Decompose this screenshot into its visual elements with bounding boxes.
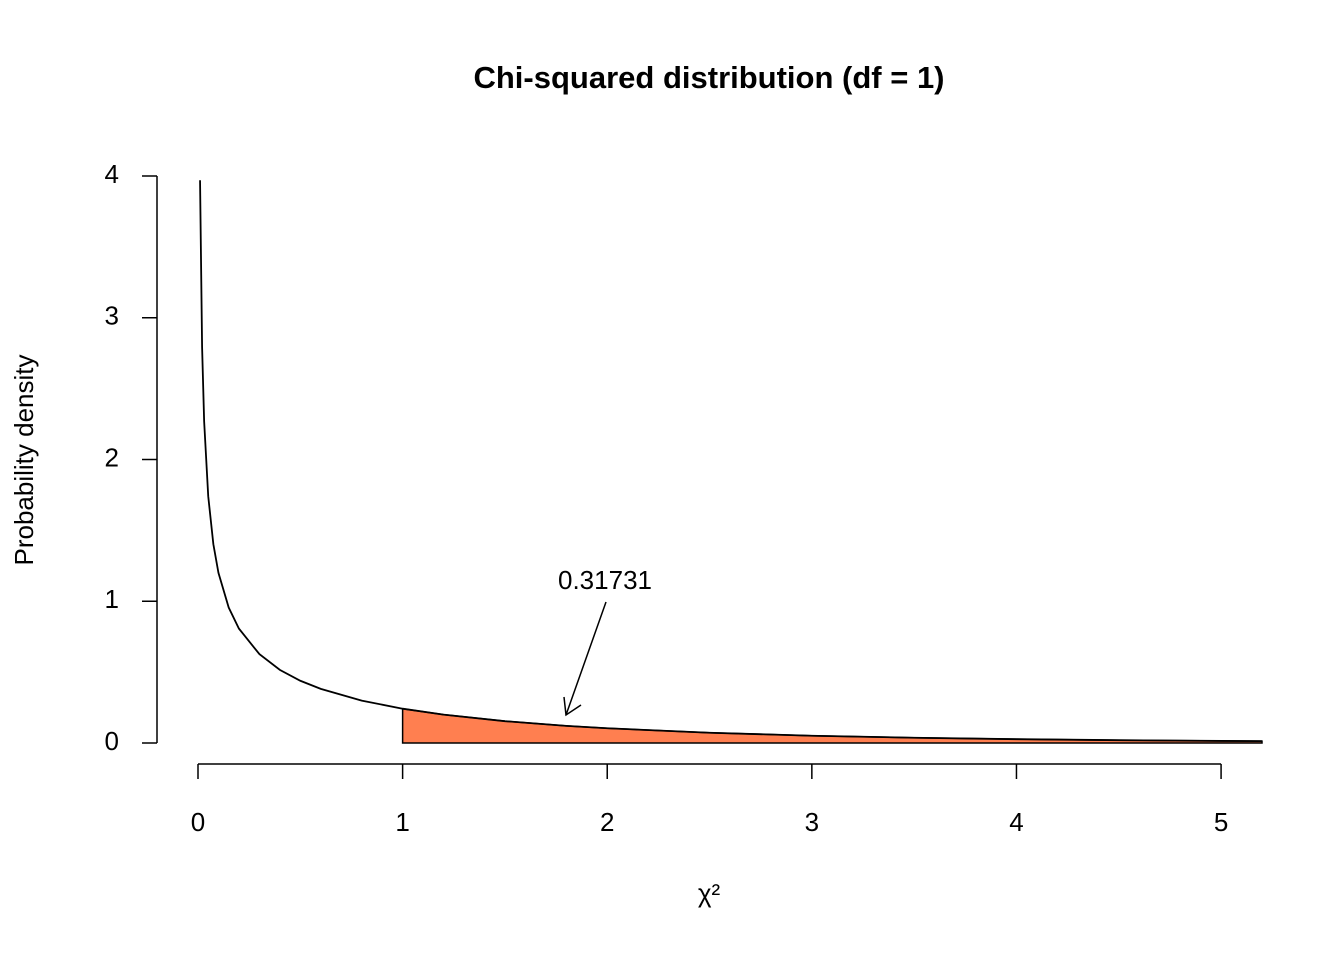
annotation: 0.31731 bbox=[558, 565, 652, 595]
x-tick-label: 4 bbox=[1009, 807, 1023, 837]
y-tick-label: 3 bbox=[105, 301, 119, 331]
chart-title: Chi-squared distribution (df = 1) bbox=[473, 60, 944, 95]
x-tick-label: 0 bbox=[191, 807, 205, 837]
y-tick-label: 1 bbox=[105, 584, 119, 614]
x-axis-label: χ² bbox=[698, 878, 721, 908]
x-tick-label: 5 bbox=[1214, 807, 1228, 837]
y-tick-label: 2 bbox=[105, 442, 119, 472]
density-curve bbox=[199, 180, 1263, 743]
arrow-head bbox=[563, 696, 582, 717]
annotation-arrow bbox=[563, 601, 607, 717]
x-tick-label: 2 bbox=[600, 807, 614, 837]
y-tick-label: 0 bbox=[105, 726, 119, 756]
y-axis-label: Probability density bbox=[9, 355, 39, 566]
arrow-shaft bbox=[565, 601, 607, 716]
x-tick-label: 1 bbox=[395, 807, 409, 837]
shaded-area bbox=[401, 707, 1263, 744]
x-tick-label: 3 bbox=[805, 807, 819, 837]
y-tick-label: 4 bbox=[105, 159, 119, 189]
